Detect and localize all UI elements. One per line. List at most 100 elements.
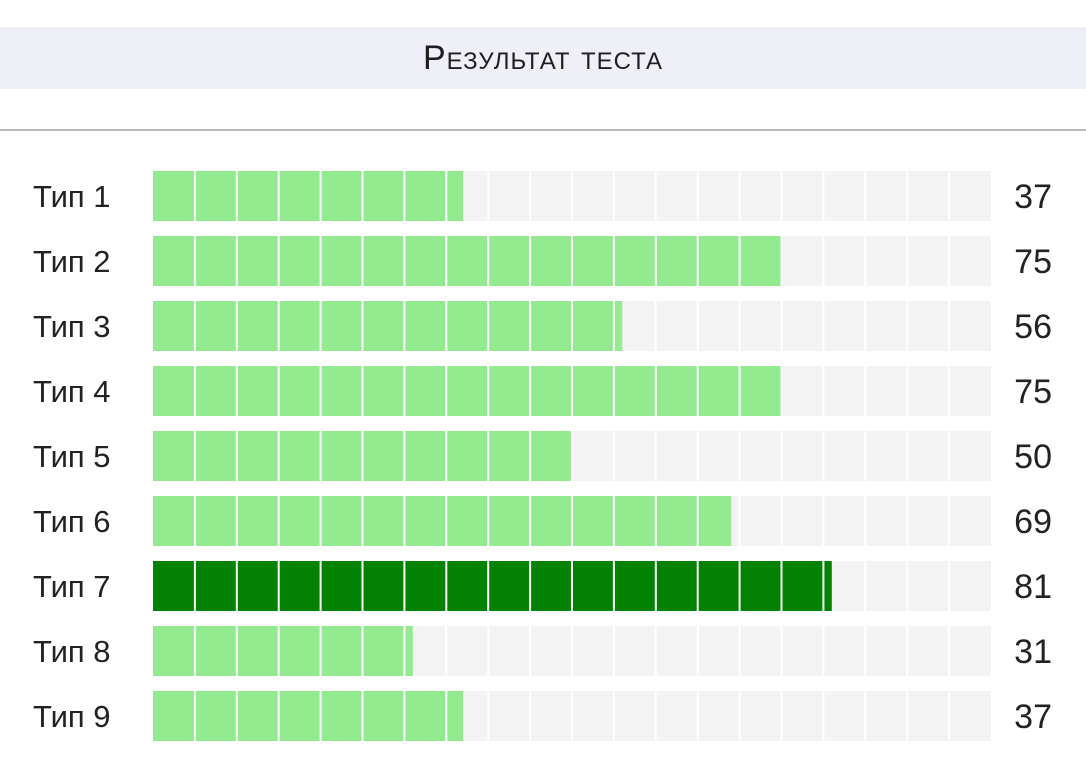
segment-divider: [906, 236, 908, 286]
segment-divider: [362, 171, 364, 221]
segment-divider: [948, 496, 950, 546]
segment-divider: [948, 626, 950, 676]
segment-divider: [194, 171, 196, 221]
value-label-9: 37: [1014, 698, 1052, 736]
segment-divider: [403, 496, 405, 546]
bar-1: [153, 171, 463, 221]
segment-divider: [697, 626, 699, 676]
segment-divider: [697, 691, 699, 741]
segment-divider: [822, 561, 824, 611]
segment-divider: [948, 561, 950, 611]
segment-divider: [320, 626, 322, 676]
segment-divider: [320, 236, 322, 286]
segment-divider: [362, 561, 364, 611]
segment-divider: [739, 691, 741, 741]
segment-divider: [906, 626, 908, 676]
segment-divider: [739, 496, 741, 546]
segment-divider: [236, 366, 238, 416]
value-label-8: 31: [1014, 633, 1052, 671]
segment-divider: [445, 366, 447, 416]
segment-divider: [529, 431, 531, 481]
row-label-5: Тип 5: [33, 439, 111, 474]
segment-divider: [278, 561, 280, 611]
bar-row-5: Тип 5 50: [33, 431, 1052, 481]
segment-divider: [697, 301, 699, 351]
segment-divider: [571, 626, 573, 676]
segment-divider: [445, 691, 447, 741]
segment-divider: [864, 626, 866, 676]
segment-divider: [822, 431, 824, 481]
segment-divider: [864, 561, 866, 611]
segment-divider: [362, 626, 364, 676]
segment-divider: [362, 691, 364, 741]
segment-divider: [655, 236, 657, 286]
value-label-6: 69: [1014, 503, 1052, 541]
bar-9: [153, 691, 463, 741]
segment-divider: [739, 561, 741, 611]
segment-divider: [320, 561, 322, 611]
segment-divider: [445, 236, 447, 286]
segment-divider: [781, 431, 783, 481]
segment-divider: [655, 496, 657, 546]
segment-divider: [278, 301, 280, 351]
segment-divider: [948, 236, 950, 286]
value-label-2: 75: [1014, 243, 1052, 281]
segment-divider: [194, 561, 196, 611]
segment-divider: [529, 236, 531, 286]
segment-divider: [403, 301, 405, 351]
segment-divider: [194, 691, 196, 741]
segment-divider: [864, 366, 866, 416]
segment-divider: [403, 561, 405, 611]
segment-divider: [906, 561, 908, 611]
segment-divider: [194, 366, 196, 416]
segment-divider: [236, 236, 238, 286]
segment-divider: [613, 626, 615, 676]
segment-divider: [278, 431, 280, 481]
segment-divider: [194, 626, 196, 676]
row-label-3: Тип 3: [33, 309, 111, 344]
row-label-7: Тип 7: [33, 569, 111, 604]
segment-divider: [906, 496, 908, 546]
bar-row-9: Тип 9 37: [33, 691, 1052, 741]
segment-divider: [320, 691, 322, 741]
segment-divider: [571, 236, 573, 286]
segment-divider: [278, 366, 280, 416]
segment-divider: [236, 561, 238, 611]
segment-divider: [236, 691, 238, 741]
segment-divider: [613, 301, 615, 351]
segment-divider: [948, 171, 950, 221]
segment-divider: [822, 236, 824, 286]
segment-divider: [822, 301, 824, 351]
segment-divider: [739, 236, 741, 286]
segment-divider: [278, 626, 280, 676]
segment-divider: [278, 496, 280, 546]
segment-divider: [194, 496, 196, 546]
segment-divider: [194, 236, 196, 286]
segment-divider: [571, 171, 573, 221]
segment-divider: [571, 366, 573, 416]
segment-divider: [655, 626, 657, 676]
segment-divider: [529, 301, 531, 351]
segment-divider: [864, 171, 866, 221]
segment-divider: [613, 171, 615, 221]
segment-divider: [655, 171, 657, 221]
segment-divider: [445, 496, 447, 546]
segment-divider: [487, 171, 489, 221]
segment-divider: [948, 301, 950, 351]
segment-divider: [655, 301, 657, 351]
bar-row-4: Тип 4 75: [33, 366, 1052, 416]
segment-divider: [320, 496, 322, 546]
segment-divider: [403, 366, 405, 416]
segment-divider: [362, 301, 364, 351]
segment-divider: [487, 431, 489, 481]
segment-divider: [403, 171, 405, 221]
segment-divider: [906, 691, 908, 741]
segment-divider: [571, 431, 573, 481]
segment-divider: [906, 366, 908, 416]
segment-divider: [445, 171, 447, 221]
segment-divider: [571, 691, 573, 741]
segment-divider: [194, 431, 196, 481]
segment-divider: [613, 431, 615, 481]
segment-divider: [822, 171, 824, 221]
segment-divider: [864, 236, 866, 286]
